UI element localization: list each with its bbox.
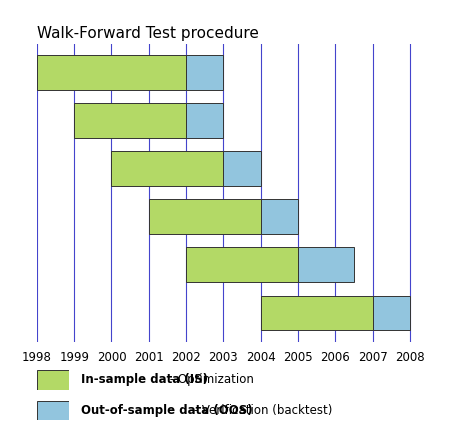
Bar [149, 199, 260, 234]
Text: - Optimization: - Optimization [166, 373, 254, 386]
Bar [224, 152, 260, 186]
Bar [260, 199, 298, 234]
Bar [372, 296, 410, 330]
Bar [186, 103, 224, 138]
Bar [186, 247, 298, 282]
Bar [186, 55, 224, 90]
Text: Out-of-sample data (OOS): Out-of-sample data (OOS) [81, 404, 252, 417]
Bar [37, 55, 186, 90]
Bar [112, 152, 224, 186]
Bar [298, 247, 354, 282]
Text: Walk-Forward Test procedure: Walk-Forward Test procedure [37, 26, 259, 41]
Bar [74, 103, 186, 138]
Text: In-sample data (IS): In-sample data (IS) [81, 373, 207, 386]
Text: - Verification (backtest): - Verification (backtest) [190, 404, 332, 417]
Bar [260, 296, 372, 330]
